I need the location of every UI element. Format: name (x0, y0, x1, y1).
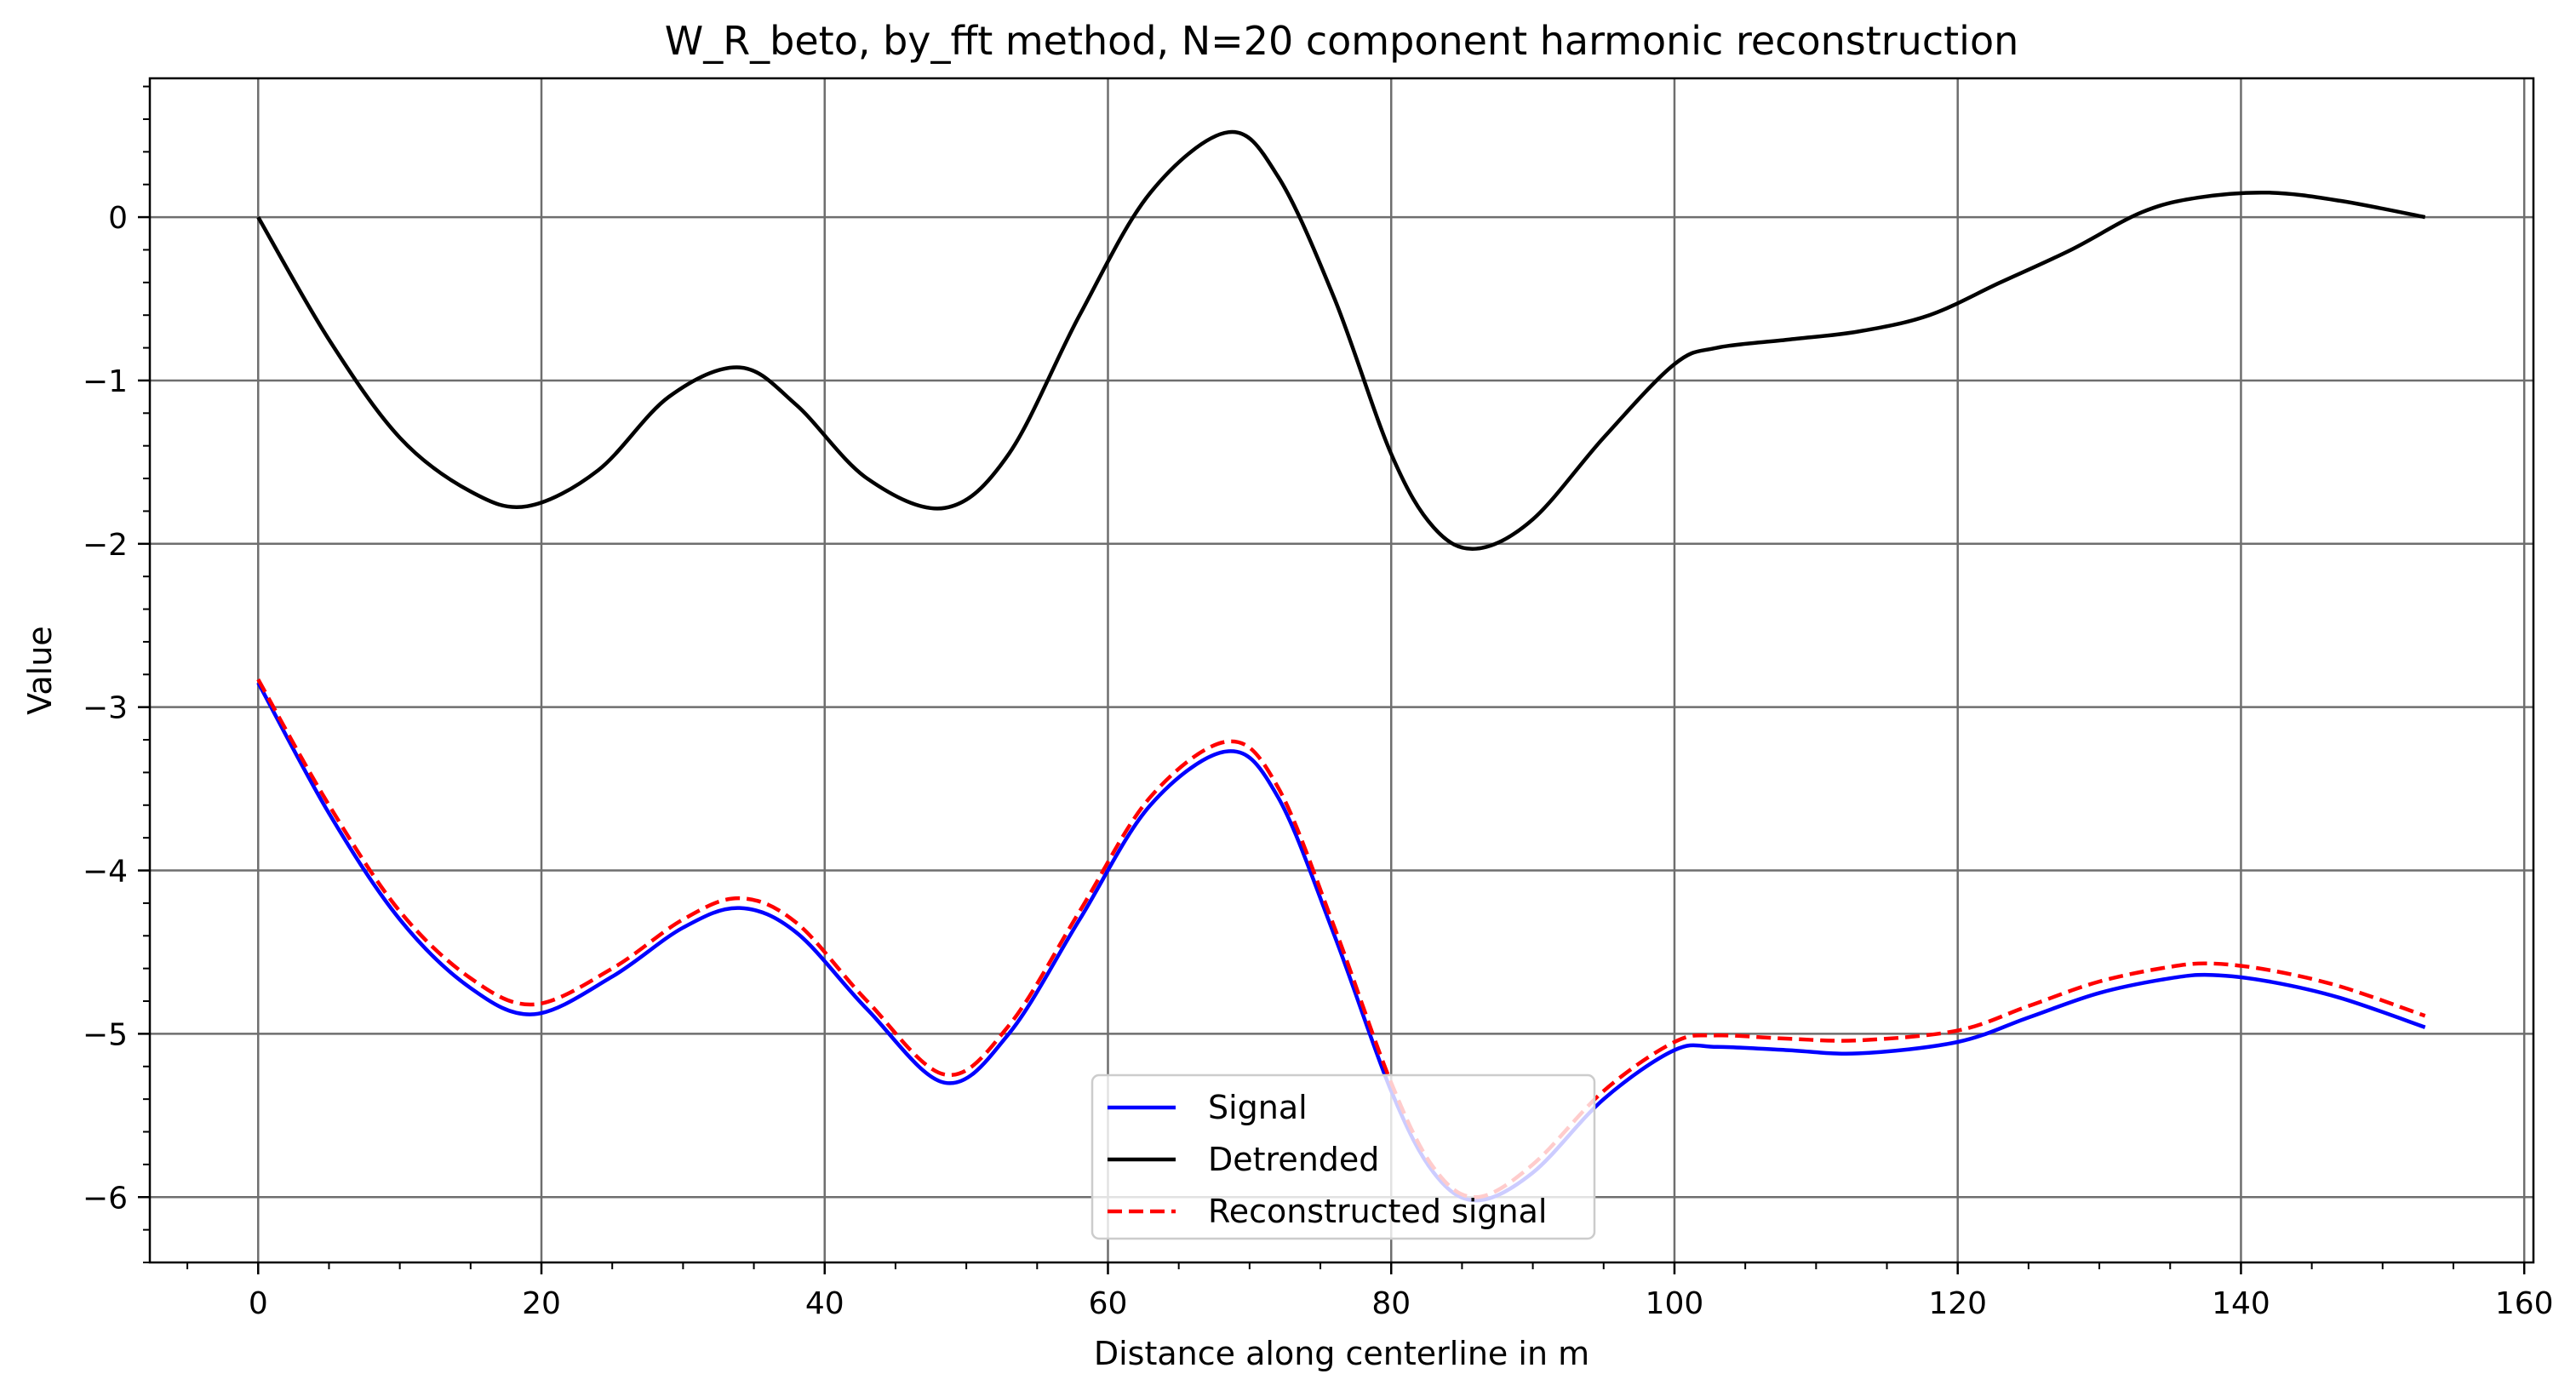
x-tick-label: 40 (805, 1286, 844, 1321)
series-line-reconstructed-signal (256, 678, 2426, 1199)
legend-label: Reconstructed signal (1208, 1193, 1547, 1230)
y-tick-label: −3 (83, 691, 128, 726)
legend-box (1091, 1073, 1596, 1240)
x-tick-label: 140 (2212, 1286, 2270, 1321)
x-tick-label: 0 (249, 1286, 268, 1321)
y-tick-label: −4 (83, 855, 128, 890)
series-line-detrended (256, 129, 2426, 551)
y-tick-label: 0 (108, 201, 128, 236)
x-tick-label: 20 (522, 1286, 561, 1321)
x-tick-label: 100 (1646, 1286, 1704, 1321)
x-tick-label: 120 (1928, 1286, 1987, 1321)
x-axis-label: Distance along centerline in m (1094, 1335, 1589, 1372)
y-axis-label: Value (21, 626, 59, 714)
x-tick-label: 60 (1089, 1286, 1128, 1321)
y-tick-label: −5 (83, 1017, 128, 1052)
series-layer (256, 129, 2426, 1203)
legend-label: Signal (1208, 1089, 1308, 1126)
y-tick-label: −1 (83, 364, 128, 399)
y-tick-label: −6 (83, 1181, 128, 1216)
legend-label: Detrended (1208, 1141, 1379, 1178)
y-tick-label: −2 (83, 528, 128, 563)
tick-layer: 0 20 40 60 80 100 120 140 160 −6 −5 −4 −3 −2 −1 0 (83, 85, 2554, 1321)
plot-frame (148, 77, 2535, 1264)
x-tick-label: 160 (2495, 1286, 2554, 1321)
legend: Signal Detrended Reconstructed signal (1091, 1073, 1596, 1240)
series-line-signal (256, 681, 2426, 1203)
chart-title: W_R_beto, by_fft method, N=20 component … (665, 18, 2019, 64)
x-tick-label: 80 (1371, 1286, 1411, 1321)
